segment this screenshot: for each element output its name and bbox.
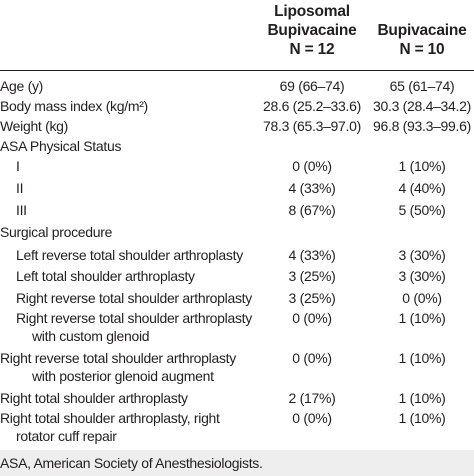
cell-liposomal-bupivacaine: 4 (33%) xyxy=(288,180,336,196)
row-label: III xyxy=(16,202,27,218)
row-label: II xyxy=(16,180,24,196)
cell-liposomal-bupivacaine: 0 (0%) xyxy=(292,158,332,174)
footnote-band xyxy=(0,450,474,476)
cell-bupivacaine: 96.8 (93.3–99.6) xyxy=(373,118,471,134)
header-line: N = 10 xyxy=(399,41,445,58)
row-label: Surgical procedure xyxy=(0,224,113,240)
row-label: Left reverse total shoulder arthroplasty xyxy=(16,247,243,263)
header-line: Liposomal xyxy=(274,3,350,20)
table-row: Age (y) 69 (66–74) 65 (61–74) xyxy=(0,76,474,96)
table-row: Weight (kg) 78.3 (65.3–97.0) 96.8 (93.3–99… xyxy=(0,116,474,136)
table-row: with custom glenoid xyxy=(0,326,474,346)
header-line: Bupivacaine xyxy=(377,22,467,39)
row-label: with posterior glenoid augment xyxy=(32,368,214,384)
table-row: Surgical procedure xyxy=(0,222,474,242)
row-label: Right total shoulder arthroplasty xyxy=(0,390,188,406)
column-header-liposomal-bupivacaine: Liposomal Bupivacaine N = 12 xyxy=(248,2,376,59)
cell-liposomal-bupivacaine: 4 (33%) xyxy=(288,247,336,263)
table-row: Left total shoulder arthroplasty 3 (25%) 3… xyxy=(0,266,474,286)
table-row: Body mass index (kg/m²) 28.6 (25.2–33.6) 3… xyxy=(0,96,474,116)
header-rule xyxy=(0,70,474,71)
cell-liposomal-bupivacaine: 0 (0%) xyxy=(292,350,332,366)
header-line: Bupivacaine xyxy=(267,22,357,39)
table-row: ASA Physical Status xyxy=(0,136,474,156)
cell-bupivacaine: 1 (10%) xyxy=(398,410,446,426)
table-row: Right reverse total shoulder arthroplast… xyxy=(0,288,474,308)
row-label: Right total shoulder arthroplasty, right xyxy=(0,410,220,426)
cell-liposomal-bupivacaine: 3 (25%) xyxy=(288,268,336,284)
table-row: III 8 (67%) 5 (50%) xyxy=(0,200,474,220)
table-row: Right reverse total shoulder arthroplast… xyxy=(0,308,474,328)
cell-bupivacaine: 65 (61–74) xyxy=(389,78,455,94)
cell-liposomal-bupivacaine: 2 (17%) xyxy=(288,390,336,406)
table-row: rotator cuff repair xyxy=(0,426,474,446)
row-label: Right reverse total shoulder arthroplast… xyxy=(16,310,252,326)
table-row: I 0 (0%) 1 (10%) xyxy=(0,156,474,176)
cell-bupivacaine: 1 (10%) xyxy=(398,310,446,326)
header-line: N = 12 xyxy=(289,41,335,58)
cell-liposomal-bupivacaine: 3 (25%) xyxy=(288,290,336,306)
cell-bupivacaine: 4 (40%) xyxy=(398,180,446,196)
table-row: Right reverse total shoulder arthroplast… xyxy=(0,348,474,368)
cell-bupivacaine: 1 (10%) xyxy=(398,158,446,174)
row-label: Age (y) xyxy=(0,78,44,94)
cell-bupivacaine: 3 (30%) xyxy=(398,247,446,263)
cell-bupivacaine: 3 (30%) xyxy=(398,268,446,284)
row-label: Left total shoulder arthroplasty xyxy=(16,268,195,284)
table-row: Left reverse total shoulder arthroplasty… xyxy=(0,245,474,265)
table-row: Right total shoulder arthroplasty, right… xyxy=(0,408,474,428)
row-label: Right reverse total shoulder arthroplast… xyxy=(16,290,252,306)
cell-bupivacaine: 1 (10%) xyxy=(398,390,446,406)
cell-bupivacaine: 1 (10%) xyxy=(398,350,446,366)
row-label: ASA Physical Status xyxy=(0,138,122,154)
row-label: I xyxy=(16,158,20,174)
row-label: rotator cuff repair xyxy=(16,428,117,444)
cell-bupivacaine: 0 (0%) xyxy=(402,290,442,306)
table-row: with posterior glenoid augment xyxy=(0,366,474,386)
table-row: Right total shoulder arthroplasty 2 (17%)… xyxy=(0,388,474,408)
cell-liposomal-bupivacaine: 8 (67%) xyxy=(288,202,336,218)
table-row: II 4 (33%) 4 (40%) xyxy=(0,178,474,198)
row-label: Right reverse total shoulder arthroplast… xyxy=(0,350,236,366)
cell-liposomal-bupivacaine: 0 (0%) xyxy=(292,310,332,326)
cell-bupivacaine: 5 (50%) xyxy=(398,202,446,218)
cell-liposomal-bupivacaine: 0 (0%) xyxy=(292,410,332,426)
table-footnote: ASA, American Society of Anesthesiologis… xyxy=(0,455,263,471)
cell-liposomal-bupivacaine: 69 (66–74) xyxy=(279,78,345,94)
cell-liposomal-bupivacaine: 28.6 (25.2–33.6) xyxy=(263,98,361,114)
row-label: with custom glenoid xyxy=(32,328,150,344)
cell-liposomal-bupivacaine: 78.3 (65.3–97.0) xyxy=(263,118,361,134)
row-label: Body mass index (kg/m²) xyxy=(0,98,148,114)
row-label: Weight (kg) xyxy=(0,118,69,134)
cell-bupivacaine: 30.3 (28.4–34.2) xyxy=(373,98,471,114)
column-header-bupivacaine: Bupivacaine N = 10 xyxy=(362,21,474,59)
